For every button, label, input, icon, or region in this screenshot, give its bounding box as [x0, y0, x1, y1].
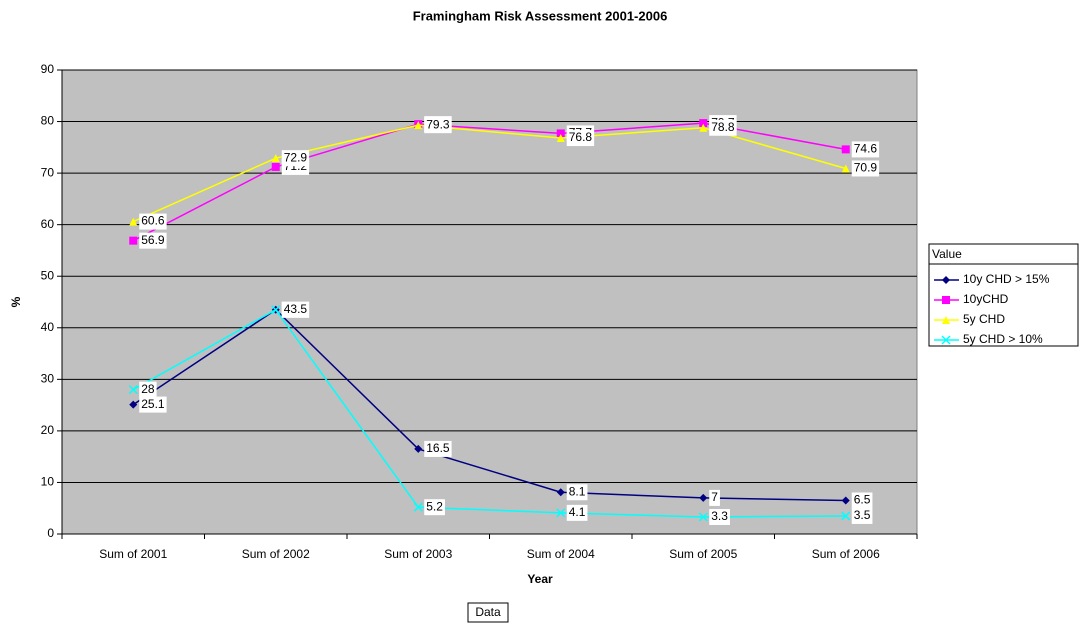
data-label: 5.2: [426, 499, 443, 513]
y-tick-label: 20: [41, 423, 55, 437]
data-label-bg: [851, 141, 880, 158]
marker: [129, 217, 138, 226]
y-tick-label: 30: [41, 372, 55, 386]
marker: [841, 164, 850, 173]
y-tick-label: 10: [41, 475, 55, 489]
marker: [699, 123, 708, 132]
data-label-bg: [566, 504, 588, 521]
data-label-bg: [851, 507, 873, 524]
data-label: 74.6: [854, 142, 878, 156]
data-label: 25.1: [141, 397, 165, 411]
data-label-bg: [709, 508, 730, 525]
data-label: 3.5: [854, 508, 871, 522]
y-axis-label: %: [9, 296, 23, 307]
data-label-bg: [139, 232, 167, 249]
data-label: 4.1: [569, 505, 586, 519]
x-tick-label: Sum of 2002: [242, 547, 310, 561]
marker: [413, 502, 423, 512]
field-button-label[interactable]: Data: [475, 605, 501, 619]
marker: [128, 385, 138, 395]
marker: [129, 400, 138, 409]
data-label-bg: [424, 117, 452, 134]
data-label: 56.9: [141, 233, 165, 247]
y-tick-label: 90: [41, 62, 55, 76]
marker: [941, 335, 951, 345]
marker: [841, 496, 850, 505]
legend-label: 10yCHD: [963, 292, 1009, 306]
marker: [841, 511, 851, 521]
x-tick-label: Sum of 2005: [669, 547, 737, 561]
legend-label: 5y CHD > 10%: [963, 332, 1043, 346]
legend-label: 10y CHD > 15%: [963, 272, 1050, 286]
data-label: 3.3: [711, 509, 728, 523]
data-label: 60.6: [141, 214, 165, 228]
data-label: 16.5: [426, 441, 450, 455]
data-label-bg: [139, 396, 167, 413]
y-tick-label: 0: [47, 526, 54, 540]
data-label-bg: [851, 492, 873, 509]
data-label: 7: [711, 490, 718, 504]
data-label-bg: [281, 150, 310, 167]
data-label-bg: [281, 301, 310, 318]
data-label-bg: [139, 381, 157, 398]
y-tick-label: 70: [41, 165, 55, 179]
marker: [271, 162, 280, 171]
y-tick-label: 40: [41, 320, 55, 334]
marker: [129, 236, 138, 245]
data-label: 70.9: [854, 161, 878, 175]
marker: [942, 316, 950, 324]
data-label: 76.8: [569, 130, 593, 144]
marker: [942, 276, 950, 284]
field-button[interactable]: [467, 602, 509, 623]
x-tick-label: Sum of 2004: [527, 547, 595, 561]
data-label-bg: [566, 484, 588, 501]
marker: [841, 145, 850, 154]
y-tick-label: 80: [41, 114, 55, 128]
x-tick-label: Sum of 2001: [99, 547, 167, 561]
data-label-bg: [424, 499, 445, 516]
legend-title: Value: [932, 247, 962, 261]
data-label: 72.9: [284, 150, 308, 164]
series-line: [132, 308, 846, 502]
data-label: 8.1: [569, 484, 586, 498]
marker: [556, 488, 565, 497]
x-tick-label: Sum of 2003: [384, 547, 452, 561]
marker: [556, 129, 565, 138]
marker: [942, 296, 950, 304]
marker: [414, 444, 423, 453]
data-label-bg: [709, 489, 720, 506]
x-axis-label: Year: [527, 572, 553, 586]
data-label-bg: [851, 160, 880, 177]
legend-label: 5y CHD: [963, 312, 1005, 326]
marker: [699, 493, 708, 502]
marker: [699, 119, 708, 128]
data-label-bg: [139, 213, 167, 230]
data-label: 28: [141, 382, 155, 396]
data-label: 78.8: [711, 120, 735, 134]
marker: [414, 121, 423, 130]
data-label-bg: [424, 440, 452, 457]
marker: [556, 134, 565, 143]
marker: [556, 508, 566, 518]
data-label: 43.5: [284, 302, 308, 316]
y-tick-label: 50: [41, 268, 55, 282]
data-label-bg: [709, 119, 737, 136]
marker: [698, 512, 708, 522]
chart-title: Framingham Risk Assessment 2001-2006: [413, 8, 668, 23]
x-tick-label: Sum of 2006: [812, 547, 880, 561]
data-label-bg: [566, 130, 595, 147]
marker: [271, 305, 281, 315]
data-label: 6.5: [854, 493, 871, 507]
legend-box: [928, 243, 1079, 347]
marker: [271, 154, 280, 163]
y-tick-label: 60: [41, 217, 55, 231]
data-label: 79.3: [426, 117, 450, 131]
